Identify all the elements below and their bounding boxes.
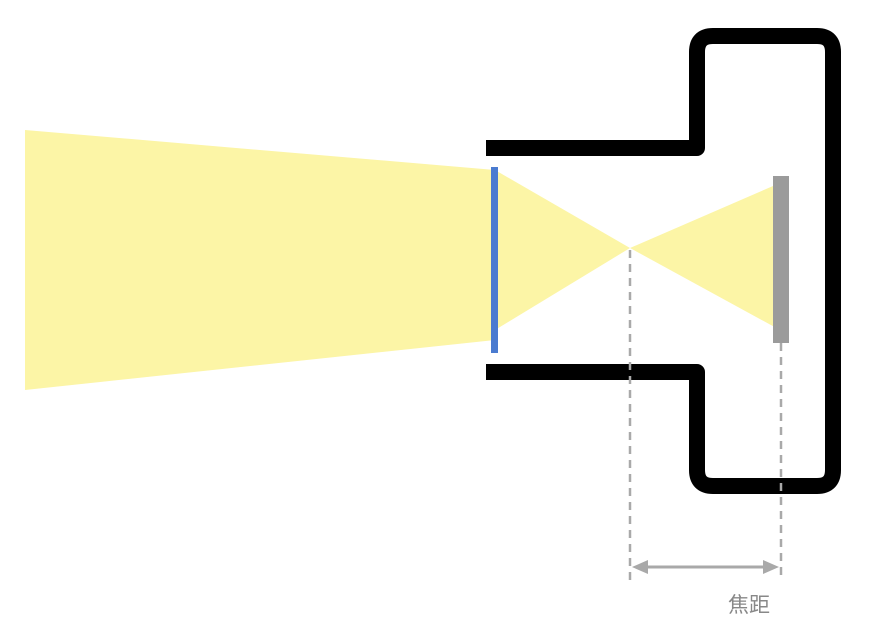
focal-length-arrow-left-head — [632, 560, 648, 574]
incoming-light-beam — [25, 130, 495, 390]
image-sensor — [773, 176, 789, 343]
camera-body-outline — [486, 28, 841, 494]
focal-length-arrow-right-head — [763, 560, 779, 574]
focal-length-label: 焦距 — [728, 593, 770, 617]
converging-light-cone — [495, 170, 630, 330]
lens — [491, 167, 498, 353]
diverging-light-cone — [630, 183, 780, 330]
